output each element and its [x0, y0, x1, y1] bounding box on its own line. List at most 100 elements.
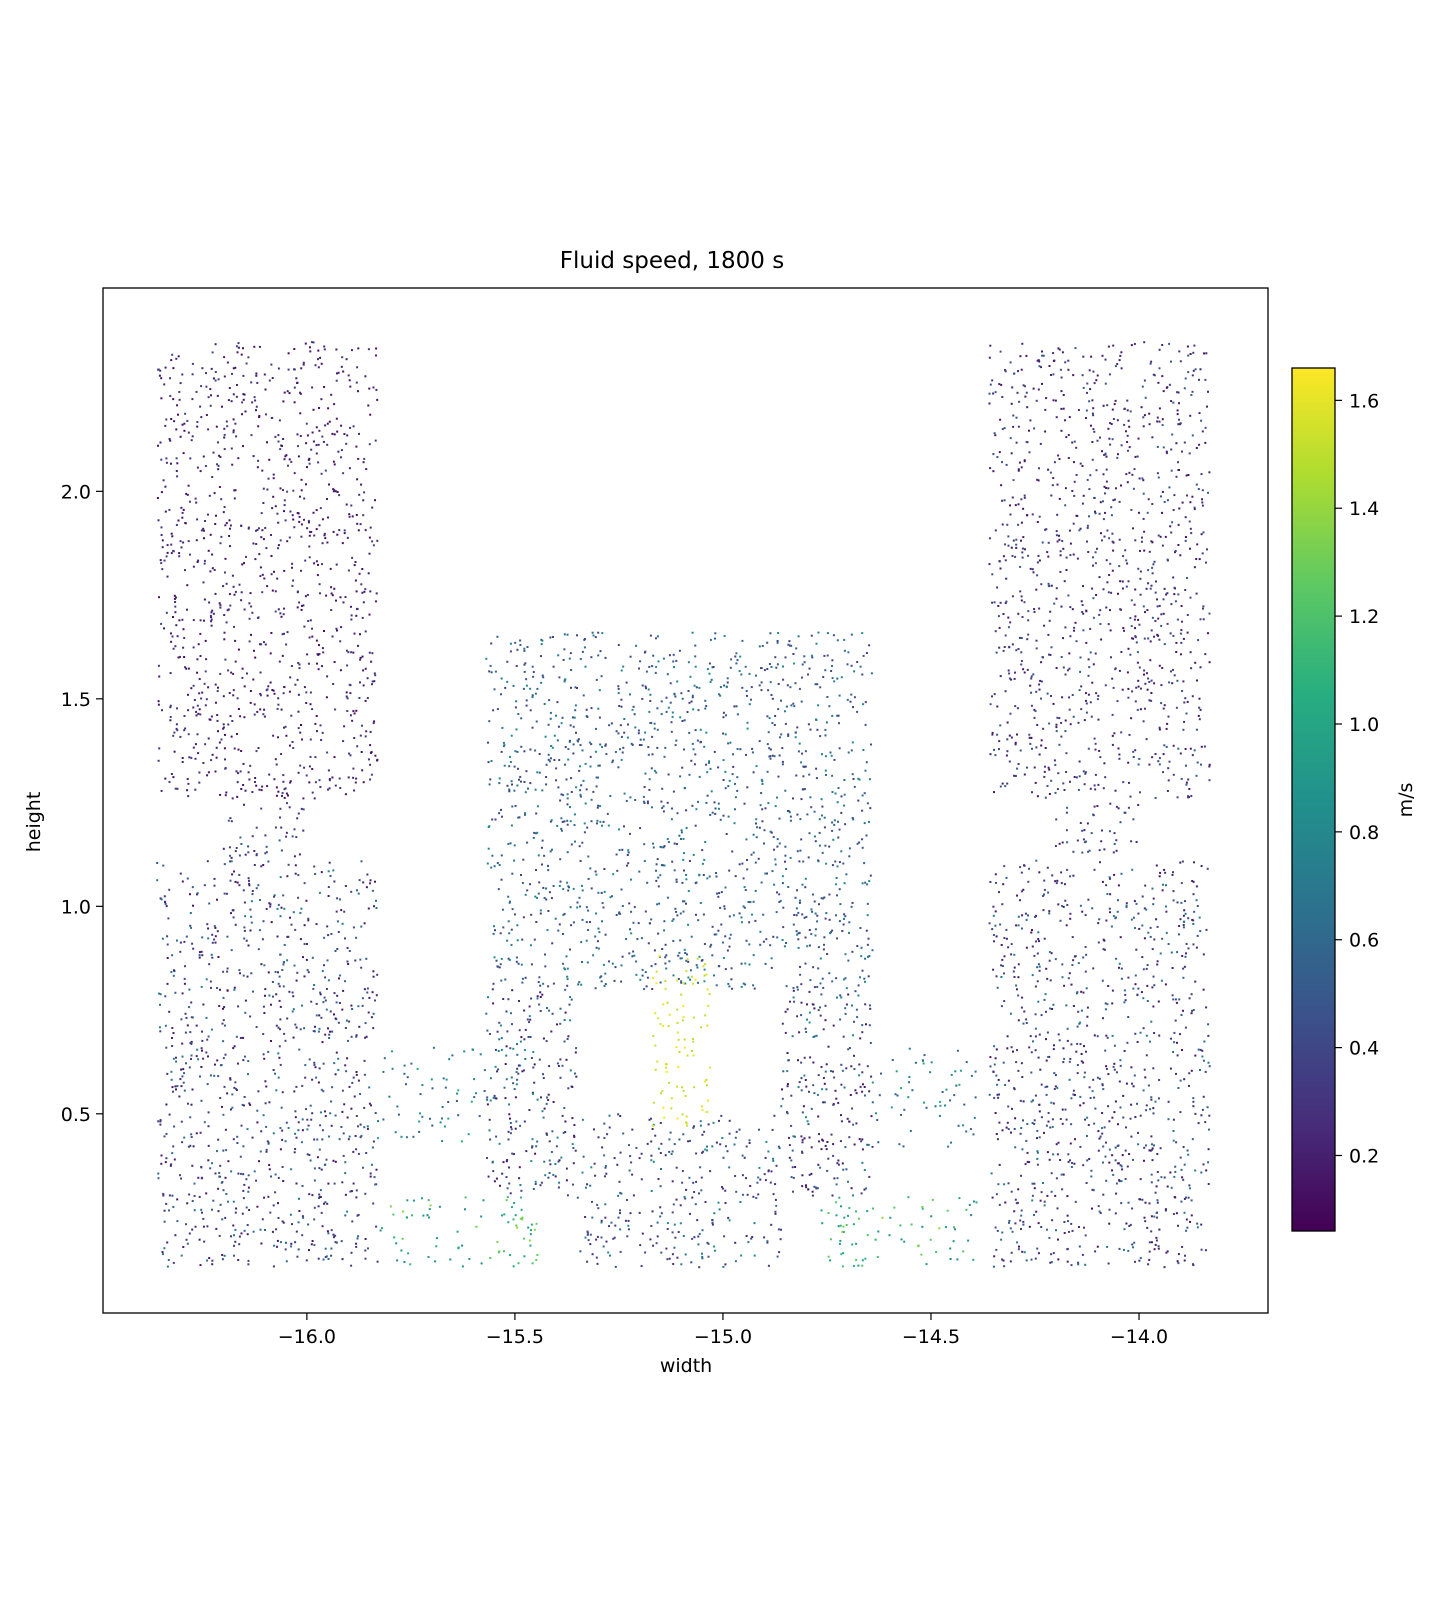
scatter-point — [1079, 462, 1082, 465]
scatter-point — [619, 1212, 621, 1215]
scatter-point — [1195, 592, 1198, 595]
scatter-point — [336, 629, 338, 632]
scatter-point — [850, 693, 853, 696]
scatter-point — [973, 1116, 976, 1119]
scatter-point — [616, 869, 619, 872]
scatter-point — [207, 737, 210, 740]
scatter-point — [1139, 570, 1142, 573]
scatter-point — [509, 642, 512, 645]
scatter-point — [1017, 425, 1020, 428]
scatter-point — [297, 445, 299, 448]
scatter-point — [1120, 484, 1122, 487]
scatter-point — [568, 657, 571, 660]
scatter-point — [315, 715, 318, 717]
scatter-point — [246, 1224, 249, 1226]
scatter-point — [734, 808, 736, 811]
scatter-point — [247, 877, 250, 880]
scatter-point — [303, 924, 306, 927]
scatter-point — [464, 1208, 466, 1211]
scatter-point — [698, 775, 701, 778]
scatter-point — [804, 765, 807, 768]
scatter-point — [310, 1000, 313, 1003]
scatter-point — [179, 950, 182, 953]
scatter-point — [722, 941, 724, 944]
scatter-point — [767, 731, 770, 734]
scatter-point — [800, 1077, 803, 1080]
scatter-point — [161, 568, 164, 571]
scatter-point — [1054, 763, 1057, 766]
scatter-point — [594, 636, 597, 639]
scatter-point — [376, 539, 379, 542]
scatter-point — [627, 849, 630, 852]
scatter-point — [252, 455, 255, 458]
scatter-point — [311, 956, 314, 959]
scatter-point — [1186, 614, 1189, 616]
scatter-point — [240, 1232, 243, 1235]
scatter-point — [195, 1055, 198, 1058]
scatter-point — [1020, 663, 1023, 666]
scatter-point — [724, 787, 727, 790]
scatter-point — [834, 860, 837, 863]
scatter-point — [376, 1137, 379, 1140]
scatter-point — [265, 413, 267, 416]
scatter-point — [181, 761, 184, 763]
scatter-point — [590, 798, 593, 801]
scatter-point — [826, 654, 829, 657]
scatter-point — [352, 1076, 355, 1079]
scatter-point — [416, 1067, 419, 1070]
scatter-point — [282, 1180, 285, 1182]
scatter-point — [329, 567, 332, 570]
scatter-point — [208, 601, 211, 604]
scatter-point — [1189, 747, 1192, 750]
scatter-point — [322, 1001, 325, 1004]
scatter-point — [337, 931, 340, 933]
scatter-point — [999, 418, 1002, 421]
scatter-point — [335, 1051, 338, 1054]
scatter-point — [317, 443, 320, 446]
scatter-point — [733, 705, 736, 708]
scatter-point — [713, 1245, 716, 1248]
scatter-point — [358, 879, 361, 882]
scatter-point — [313, 1030, 316, 1033]
scatter-point — [324, 1247, 327, 1250]
scatter-point — [463, 1050, 466, 1053]
scatter-point — [343, 725, 346, 728]
scatter-point — [644, 731, 647, 734]
scatter-point — [708, 760, 711, 763]
scatter-point — [164, 903, 167, 905]
scatter-point — [255, 543, 258, 545]
scatter-point — [780, 1228, 782, 1231]
scatter-point — [608, 1126, 611, 1129]
scatter-point — [224, 524, 227, 527]
scatter-point — [294, 1148, 297, 1150]
scatter-point — [972, 1258, 975, 1261]
scatter-point — [763, 669, 766, 672]
scatter-point — [609, 1254, 611, 1257]
scatter-point — [812, 1036, 815, 1038]
scatter-point — [846, 698, 849, 701]
scatter-point — [303, 625, 306, 628]
scatter-point — [814, 840, 817, 843]
scatter-point — [1201, 498, 1203, 501]
scatter-point — [268, 994, 271, 997]
scatter-point — [294, 1023, 297, 1026]
scatter-point — [734, 782, 736, 785]
scatter-point — [283, 686, 286, 688]
scatter-point — [238, 884, 241, 887]
scatter-point — [355, 1071, 358, 1073]
scatter-point — [286, 875, 289, 878]
scatter-point — [526, 889, 529, 892]
scatter-point — [327, 1027, 329, 1030]
scatter-point — [777, 1145, 780, 1148]
scatter-point — [1077, 721, 1080, 724]
scatter-point — [570, 924, 573, 927]
scatter-point — [273, 570, 275, 573]
scatter-point — [233, 1086, 236, 1089]
scatter-point — [176, 404, 178, 407]
scatter-point — [811, 1194, 814, 1197]
scatter-point — [355, 1073, 358, 1076]
scatter-point — [498, 1038, 501, 1041]
scatter-point — [543, 703, 546, 705]
scatter-point — [681, 1170, 684, 1172]
scatter-point — [1104, 511, 1106, 514]
